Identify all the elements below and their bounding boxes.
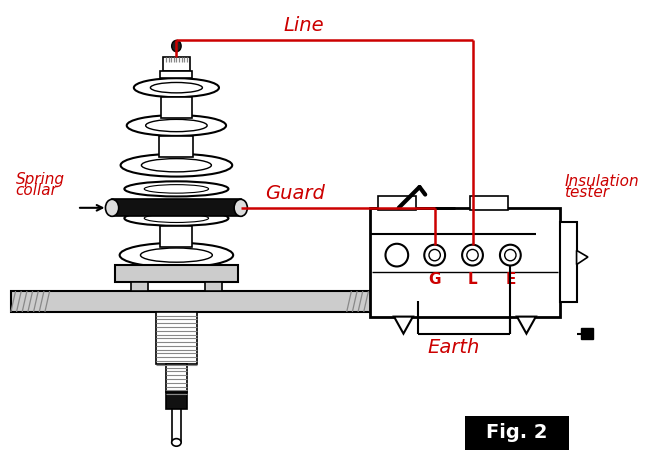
Ellipse shape bbox=[172, 439, 181, 446]
Bar bbox=[112, 199, 241, 216]
Ellipse shape bbox=[424, 245, 445, 266]
Bar bbox=[115, 265, 238, 282]
Bar bbox=[470, 197, 507, 210]
Bar bbox=[371, 208, 559, 317]
Bar bbox=[205, 282, 222, 291]
Ellipse shape bbox=[467, 249, 478, 261]
Bar bbox=[159, 136, 194, 157]
Ellipse shape bbox=[120, 243, 233, 268]
Ellipse shape bbox=[150, 82, 202, 93]
Text: Spring: Spring bbox=[16, 172, 65, 187]
Text: Fig. 2: Fig. 2 bbox=[486, 424, 548, 443]
Bar bbox=[160, 226, 192, 247]
Ellipse shape bbox=[124, 211, 229, 226]
Ellipse shape bbox=[106, 199, 119, 216]
Ellipse shape bbox=[141, 248, 213, 262]
Bar bbox=[166, 392, 187, 409]
Bar bbox=[160, 70, 192, 78]
Text: collar: collar bbox=[16, 183, 58, 198]
Polygon shape bbox=[394, 317, 413, 334]
Ellipse shape bbox=[134, 78, 219, 97]
Bar bbox=[131, 282, 148, 291]
Ellipse shape bbox=[124, 181, 229, 197]
Bar bbox=[378, 197, 416, 210]
Text: Guard: Guard bbox=[265, 184, 325, 203]
Text: Line: Line bbox=[284, 16, 325, 35]
Text: G: G bbox=[428, 272, 441, 287]
Ellipse shape bbox=[505, 249, 516, 261]
Ellipse shape bbox=[145, 185, 209, 193]
Ellipse shape bbox=[172, 40, 181, 52]
Ellipse shape bbox=[141, 159, 211, 172]
Bar bbox=[559, 222, 577, 302]
Ellipse shape bbox=[462, 245, 483, 266]
Ellipse shape bbox=[386, 244, 408, 267]
Bar bbox=[163, 58, 190, 70]
Text: L: L bbox=[468, 272, 478, 287]
Bar bbox=[581, 328, 593, 339]
Bar bbox=[465, 416, 569, 450]
Ellipse shape bbox=[429, 249, 441, 261]
Polygon shape bbox=[577, 250, 588, 265]
Ellipse shape bbox=[234, 199, 248, 216]
Bar bbox=[11, 291, 418, 312]
Bar bbox=[161, 97, 192, 118]
Text: Insulation: Insulation bbox=[564, 174, 639, 189]
Ellipse shape bbox=[146, 119, 207, 132]
Polygon shape bbox=[517, 317, 536, 334]
Ellipse shape bbox=[127, 115, 226, 136]
Ellipse shape bbox=[500, 245, 521, 266]
Ellipse shape bbox=[145, 214, 209, 222]
Bar bbox=[172, 409, 181, 442]
Ellipse shape bbox=[121, 154, 232, 177]
Bar bbox=[156, 312, 197, 364]
Text: E: E bbox=[505, 272, 516, 287]
Text: Earth: Earth bbox=[427, 338, 480, 357]
Bar bbox=[166, 364, 187, 392]
Text: tester: tester bbox=[564, 185, 609, 200]
